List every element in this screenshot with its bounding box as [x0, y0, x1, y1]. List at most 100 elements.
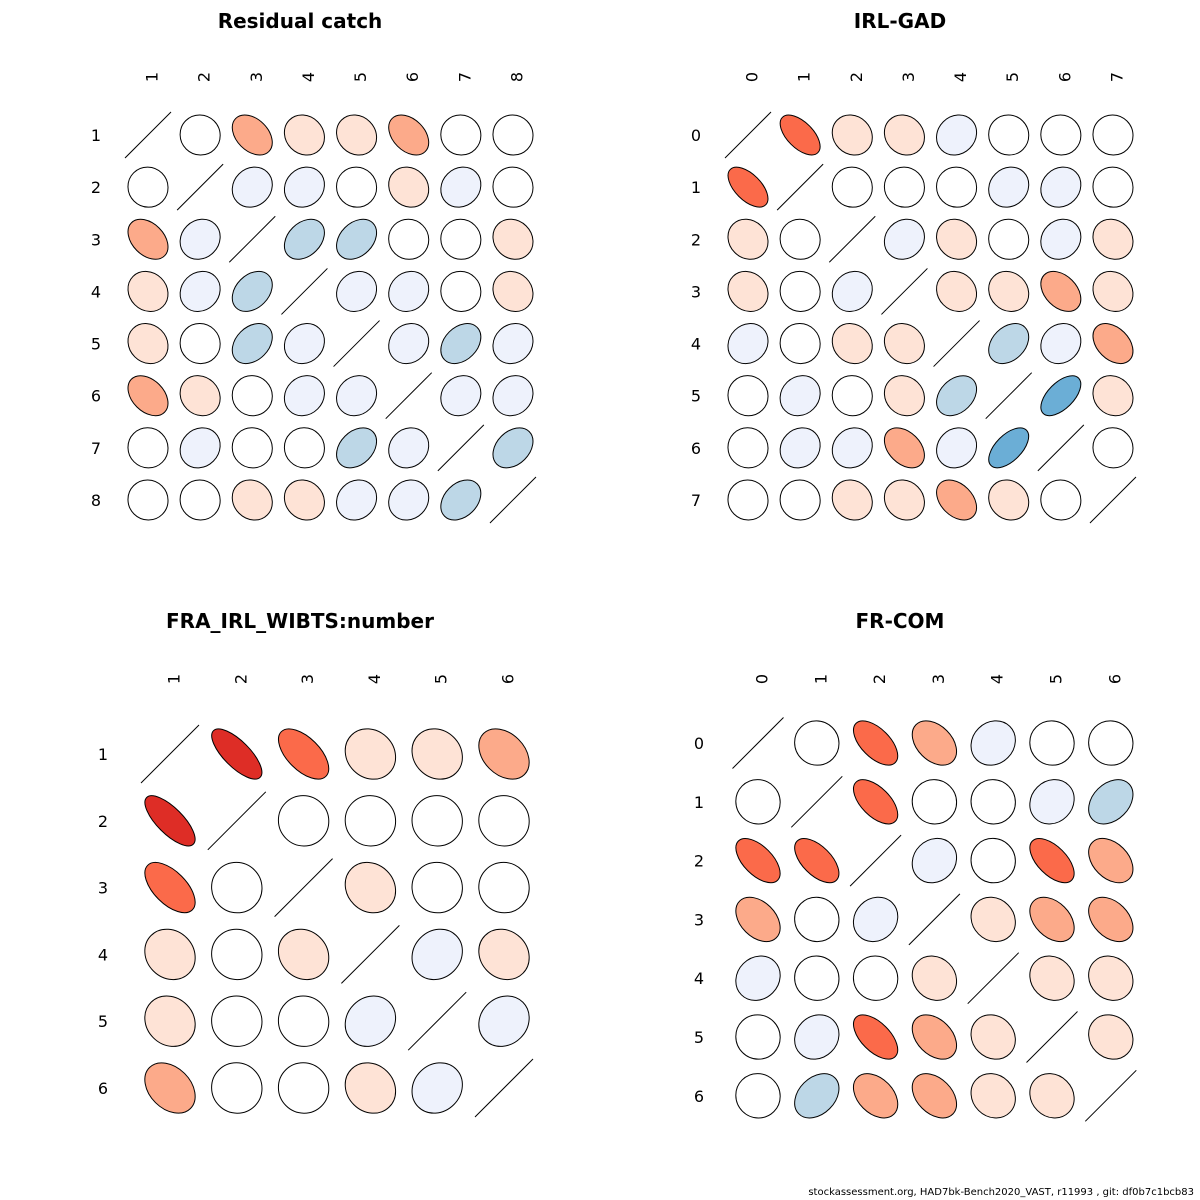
row-label-5: 5 — [691, 387, 701, 406]
correlation-ellipse-5-3 — [231, 323, 273, 365]
correlation-ellipse-8-3 — [231, 479, 273, 521]
correlation-ellipse-4-1 — [794, 955, 840, 1001]
correlation-ellipse-0-1 — [779, 114, 821, 156]
correlation-ellipse-8-1 — [127, 479, 169, 521]
correlation-ellipse-7-3 — [231, 427, 273, 469]
correlation-ellipse-4-3 — [883, 323, 925, 365]
correlation-ellipse-2-5 — [411, 795, 463, 847]
correlation-ellipse-1-3 — [231, 114, 273, 156]
correlation-ellipse-5-6 — [478, 995, 530, 1047]
correlation-ellipse-6-0 — [735, 1073, 781, 1119]
correlation-ellipse-6-5 — [988, 427, 1030, 469]
correlation-ellipse-3-8 — [492, 218, 534, 260]
correlation-ellipse-4-7 — [1092, 323, 1134, 365]
correlation-ellipse-7-2 — [179, 427, 221, 469]
row-label-1: 1 — [91, 126, 101, 145]
correlation-ellipse-3-6 — [478, 861, 530, 914]
correlation-ellipse-1-4 — [970, 779, 1016, 825]
row-label-7: 7 — [691, 491, 701, 510]
correlation-panel-4: FR-COM 0 1 2 3 4 5 6 0 1 2 3 4 5 6 — [694, 609, 1137, 1122]
column-label-4: 4 — [988, 674, 1007, 684]
row-label-4: 4 — [91, 282, 101, 301]
correlation-ellipse-6-1 — [794, 1073, 840, 1119]
row-label-8: 8 — [91, 491, 101, 510]
diagonal-line — [724, 111, 772, 159]
column-label-6: 6 — [499, 674, 518, 684]
correlation-ellipse-5-8 — [492, 323, 534, 365]
correlation-ellipse-7-4 — [283, 427, 325, 469]
correlation-ellipse-1-5 — [988, 166, 1030, 208]
correlation-ellipse-6-2 — [211, 1062, 263, 1114]
column-label-0: 0 — [753, 674, 772, 684]
correlation-ellipse-2-0 — [727, 218, 769, 260]
correlation-ellipse-6-2 — [831, 427, 873, 469]
correlation-ellipse-3-5 — [1029, 896, 1075, 943]
correlation-ellipse-6-1 — [779, 427, 821, 469]
correlation-ellipse-7-3 — [883, 479, 925, 521]
correlation-ellipse-3-4 — [936, 270, 978, 312]
correlation-ellipse-3-2 — [211, 861, 263, 914]
diagonal-line — [341, 925, 400, 984]
correlation-ellipse-6-3 — [883, 427, 925, 469]
row-label-4: 4 — [694, 969, 704, 988]
row-label-2: 2 — [98, 812, 108, 831]
row-label-2: 2 — [91, 178, 101, 197]
correlation-ellipse-5-3 — [911, 1014, 958, 1060]
correlation-ellipse-0-2 — [831, 114, 873, 156]
diagonal-line — [407, 991, 467, 1051]
correlation-ellipse-3-4 — [344, 861, 397, 914]
correlation-ellipse-4-2 — [211, 928, 263, 981]
row-label-4: 4 — [98, 945, 108, 964]
correlation-ellipse-2-3 — [231, 166, 273, 208]
correlation-ellipse-1-5 — [1029, 779, 1075, 825]
correlation-ellipse-4-3 — [231, 270, 273, 312]
row-label-4: 4 — [691, 335, 701, 354]
correlation-ellipse-5-1 — [127, 323, 169, 365]
row-label-6: 6 — [691, 439, 701, 458]
correlation-ellipse-6-2 — [179, 375, 221, 417]
column-label-6: 6 — [1105, 674, 1124, 684]
diagonal-line — [985, 372, 1033, 420]
correlation-ellipse-8-4 — [283, 479, 325, 521]
correlation-ellipse-1-4 — [283, 114, 325, 156]
correlation-ellipse-6-5 — [411, 1062, 463, 1114]
diagonal-line — [385, 372, 433, 420]
footer-text: stockassessment.org, HAD7bk-Bench2020_VA… — [808, 1187, 1194, 1198]
diagonal-line — [474, 1058, 534, 1118]
correlation-ellipse-0-6 — [1040, 114, 1082, 156]
column-label-1: 1 — [143, 72, 162, 82]
diagonal-line — [228, 215, 276, 263]
correlation-ellipse-1-2 — [853, 779, 899, 825]
correlation-ellipse-1-7 — [1092, 166, 1134, 208]
correlation-ellipse-6-3 — [231, 375, 273, 417]
diagonal-line — [933, 320, 980, 367]
row-label-1: 1 — [691, 178, 701, 197]
correlation-ellipse-6-5 — [1029, 1073, 1075, 1119]
correlation-panel-2: IRL-GAD 0 1 2 3 4 5 6 7 0 1 2 3 4 5 6 7 — [691, 9, 1137, 524]
correlation-ellipse-5-2 — [179, 323, 221, 365]
correlation-ellipse-2-4 — [936, 218, 978, 260]
diagonal-line — [281, 268, 328, 315]
diagonal-line — [176, 163, 224, 211]
column-label-5: 5 — [1003, 72, 1022, 82]
row-label-5: 5 — [694, 1028, 704, 1047]
correlation-ellipse-4-0 — [727, 323, 769, 365]
diagonal-line — [207, 791, 267, 851]
correlation-ellipse-2-3 — [883, 218, 925, 260]
column-label-2: 2 — [847, 72, 866, 82]
correlation-ellipse-1-4 — [936, 166, 978, 208]
correlation-ellipse-2-4 — [283, 166, 325, 208]
column-label-6: 6 — [1055, 72, 1074, 82]
correlation-ellipse-1-3 — [883, 166, 925, 208]
correlation-ellipse-2-3 — [911, 837, 958, 884]
row-label-6: 6 — [694, 1087, 704, 1106]
correlation-ellipse-5-4 — [344, 995, 397, 1047]
correlation-ellipse-7-6 — [388, 427, 430, 469]
diagonal-line — [1037, 424, 1085, 472]
correlation-ellipse-5-1 — [794, 1014, 840, 1060]
correlation-ellipse-3-7 — [440, 218, 482, 260]
diagonal-line — [437, 424, 485, 472]
correlation-ellipse-3-2 — [852, 896, 899, 943]
row-label-2: 2 — [691, 230, 701, 249]
diagonal-line — [828, 215, 876, 263]
